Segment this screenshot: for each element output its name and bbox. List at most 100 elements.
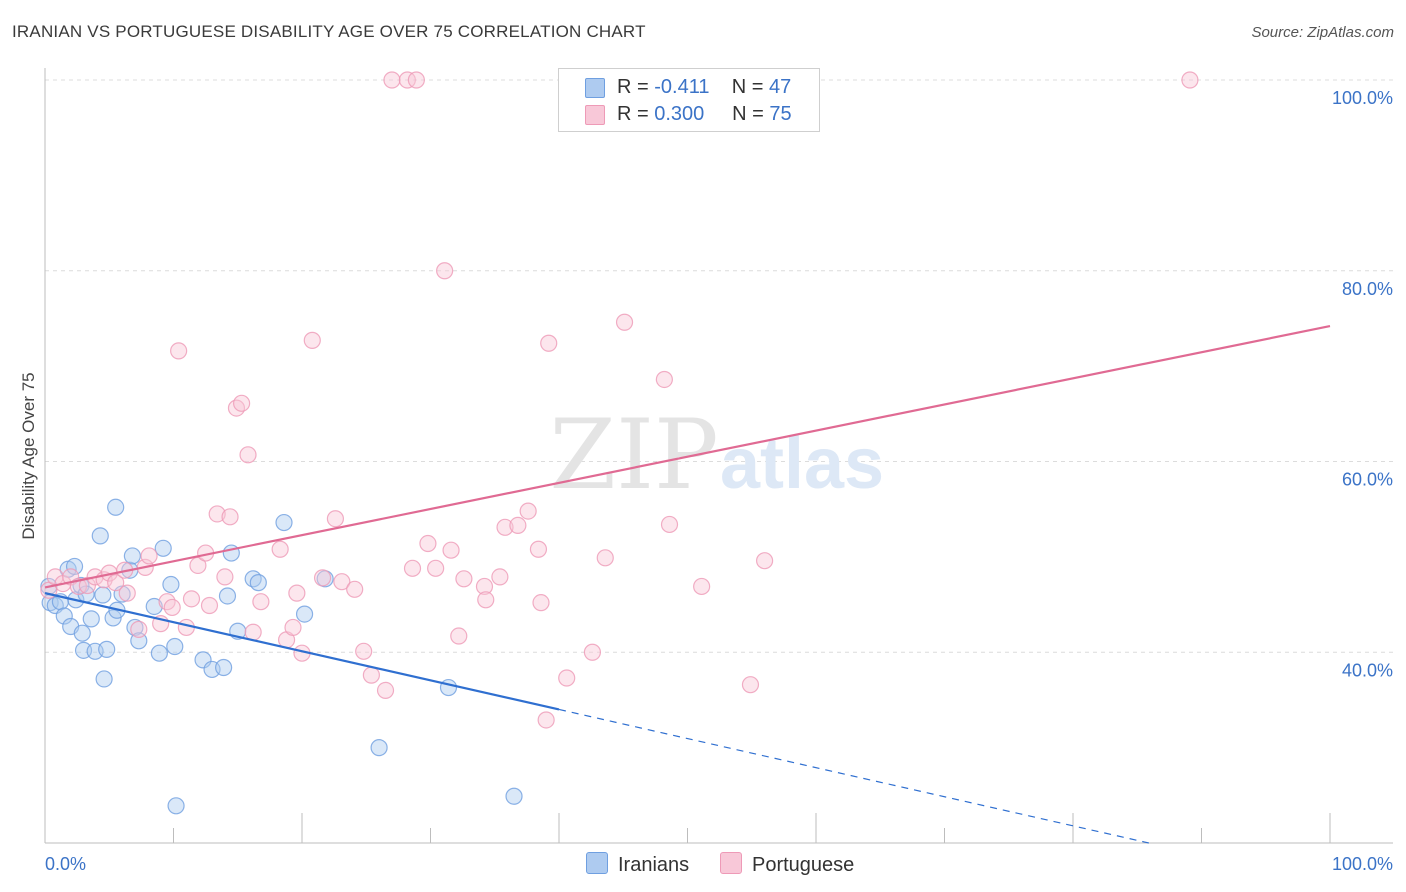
portuguese-point <box>271 540 289 558</box>
portuguese-point <box>233 394 251 412</box>
portuguese-point <box>407 71 425 89</box>
iranians-legend-label: Iranians <box>618 854 690 876</box>
n-label: N = <box>731 76 764 98</box>
portuguese-legend-swatch <box>720 852 742 874</box>
iranians-point <box>145 597 163 616</box>
portuguese-point <box>615 313 634 331</box>
data-points <box>40 71 1199 815</box>
iranians-point <box>275 513 293 532</box>
n-label: N = <box>732 103 764 125</box>
portuguese-point <box>529 540 548 558</box>
portuguese-point <box>537 711 555 729</box>
iranians-point <box>166 637 184 656</box>
portuguese-point <box>303 331 321 349</box>
iranians-point <box>82 610 100 628</box>
stats-legend: R = -0.411 N = 47 R = 0.300 N = 75 <box>558 68 820 132</box>
iranians-point <box>107 498 125 516</box>
iranians-point <box>98 640 116 658</box>
iranians-point <box>154 539 172 557</box>
portuguese-point <box>477 591 495 609</box>
portuguese-point <box>419 534 437 553</box>
iranians-r-value: -0.411 <box>654 76 710 98</box>
portuguese-point <box>333 573 351 591</box>
source-label: Source: ZipAtlas.com <box>1251 24 1394 41</box>
portuguese-point <box>252 593 270 611</box>
legend-item-portuguese: Portuguese <box>720 852 854 877</box>
portuguese-point <box>403 559 422 577</box>
portuguese-point <box>655 370 673 389</box>
portuguese-point <box>1181 71 1199 89</box>
iranians-point <box>73 624 91 642</box>
iranians-legend-swatch <box>586 852 608 874</box>
portuguese-point <box>376 681 395 700</box>
iranians-point <box>249 574 267 592</box>
iranians-point <box>94 586 112 604</box>
portuguese-point <box>442 541 460 559</box>
portuguese-point <box>182 590 201 608</box>
portuguese-point <box>239 446 257 464</box>
iranians-n-value: 47 <box>768 76 792 98</box>
y-axis-label: Disability Age Over 75 <box>19 372 38 539</box>
trend-lines <box>44 324 1331 844</box>
portuguese-point <box>355 642 373 660</box>
iranians-point <box>295 605 314 623</box>
portuguese-point <box>284 618 302 637</box>
x-tick-label-max: 100.0% <box>1332 854 1393 874</box>
iranians-point <box>505 787 523 805</box>
portuguese-point <box>163 598 181 617</box>
watermark-zip: ZIP <box>549 399 718 511</box>
portuguese-point <box>189 556 207 575</box>
legend-portuguese-stats: R = 0.300 N = 75 <box>617 103 792 126</box>
portuguese-point <box>208 505 226 523</box>
iranians-point <box>150 644 168 662</box>
portuguese-point <box>244 623 262 641</box>
portuguese-point <box>313 569 332 587</box>
portuguese-point <box>427 559 445 577</box>
iranians-point <box>162 575 180 594</box>
portuguese-point <box>558 669 576 687</box>
portuguese-n-value: 75 <box>769 103 792 125</box>
legend-item-iranians: Iranians <box>586 852 689 877</box>
iranians-point <box>439 678 458 697</box>
iranians-point <box>123 547 141 565</box>
portuguese-point <box>140 547 158 565</box>
iranians-point <box>65 557 84 576</box>
portuguese-point <box>288 584 306 602</box>
portuguese-point <box>583 643 602 661</box>
portuguese-point <box>398 71 416 89</box>
portuguese-point <box>118 584 136 602</box>
portuguese-swatch <box>585 105 605 125</box>
iranians-point <box>218 587 237 605</box>
portuguese-point <box>383 71 401 89</box>
iranians-point <box>91 527 109 545</box>
iranians-point <box>370 739 388 757</box>
portuguese-trend-line <box>44 324 1331 589</box>
portuguese-point <box>496 518 514 536</box>
portuguese-point <box>532 594 550 612</box>
portuguese-point <box>216 568 234 586</box>
portuguese-point <box>107 574 125 592</box>
watermark: ZIP atlas <box>549 399 884 511</box>
y-tick-label: 100.0% <box>1332 88 1393 108</box>
portuguese-point <box>755 552 774 570</box>
chart-title: IRANIAN VS PORTUGUESE DISABILITY AGE OVE… <box>12 22 646 41</box>
r-label: R = <box>617 76 649 98</box>
portuguese-point <box>455 570 473 588</box>
axes: 40.0% 60.0% 80.0% 100.0% 0.0% 100.0% <box>44 68 1393 874</box>
legend-iranians-stats: R = -0.411 N = 47 <box>617 76 791 99</box>
portuguese-point <box>491 568 509 586</box>
y-tick-label: 60.0% <box>1342 470 1393 490</box>
iranians-trend-line-extension <box>558 708 1149 844</box>
portuguese-point <box>227 399 246 417</box>
portuguese-point <box>450 627 468 645</box>
portuguese-point <box>596 549 614 567</box>
y-tick-label: 40.0% <box>1342 660 1393 680</box>
portuguese-point <box>326 510 345 528</box>
iranians-point <box>215 658 233 677</box>
portuguese-point <box>693 577 711 596</box>
portuguese-point <box>200 596 219 615</box>
portuguese-point <box>475 577 494 596</box>
portuguese-point <box>130 620 148 638</box>
portuguese-point <box>540 334 558 352</box>
